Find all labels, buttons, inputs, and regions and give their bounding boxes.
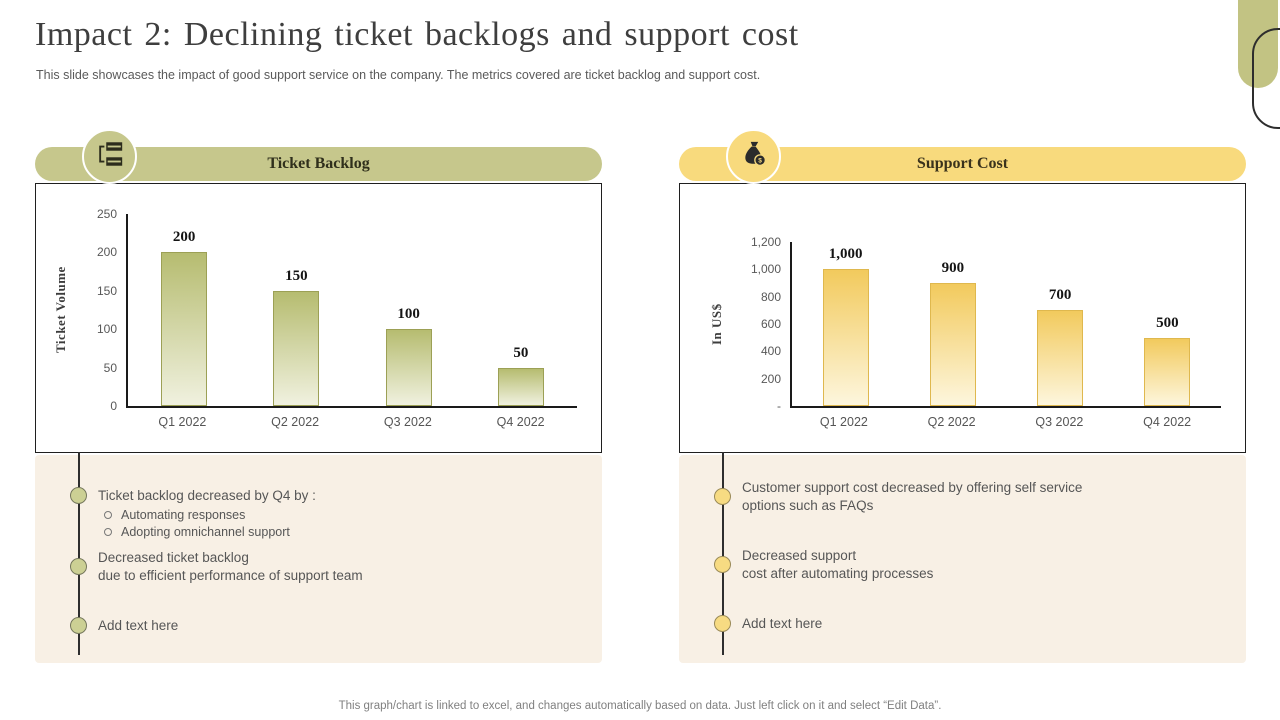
note-text: Decreased support cost after automating p… [742,548,934,581]
x-tick-label: Q3 2022 [383,415,432,429]
x-tick-label: Q4 2022 [1143,415,1192,429]
add-text-placeholder[interactable]: Add text here [70,617,582,635]
note-item: Decreased ticket backlog due to efficient… [70,549,582,585]
note-text: Decreased ticket backlog due to efficient… [98,550,363,583]
sub-bullet-marker [104,511,112,519]
support-cost-chart[interactable]: In US$ 1,200 1,000 800 600 400 200 - 1,000 900 7… [679,183,1246,453]
bar [385,329,432,406]
ticket-backlog-icon-circle [82,129,137,184]
y-tick-label: 150 [96,283,117,298]
ticket-backlog-section: Ticket Backlog Ticket Volume 250 200 150 10… [35,129,602,689]
x-tick-label: Q3 2022 [1035,415,1084,429]
bar [273,290,320,406]
bar [497,367,544,406]
bar-group: 500 [1114,242,1221,406]
support-cost-header-label: Support Cost [916,155,1009,172]
bar-group: 150 [240,214,352,406]
note-text: Add text here [742,616,823,631]
bar [1144,337,1191,406]
y-axis-label: In US$ [709,303,724,345]
x-tick-label: Q4 2022 [496,415,545,429]
support-cost-icon-circle: $ [726,129,781,184]
note-text: Ticket backlog decreased by Q4 by : [98,488,316,503]
bar-group: 1,000 [792,242,899,406]
bar-group: 200 [128,214,240,406]
bar-group: 50 [465,214,577,406]
timeline-line [722,452,724,655]
y-axis-label: Ticket Volume [53,266,68,354]
add-text-placeholder[interactable]: Add text here [714,615,1226,633]
note-text: Add text here [98,618,179,633]
sub-bullet-marker [104,528,112,536]
y-tick-label: 400 [760,344,781,359]
x-tick-label: Q1 2022 [819,415,868,429]
note-item: Customer support cost decreased by offer… [714,479,1226,515]
x-tick-label: Q1 2022 [158,415,207,429]
y-tick-label: 250 [96,207,117,221]
excel-link-footnote: This graph/chart is linked to excel, and… [338,700,942,712]
bar [1037,310,1084,406]
corner-outline-shape [1252,28,1280,129]
ticket-backlog-chart[interactable]: Ticket Volume 250 200 150 100 50 0 200 150 100 5… [35,183,602,453]
bullet-dot [714,556,731,573]
bullet-dot [70,617,87,634]
plot-area: 200 150 100 50 [126,214,577,408]
bar-value-label: 900 [941,260,965,276]
bar-value-label: 100 [397,306,420,323]
bar-group: 100 [353,214,465,406]
bullet-dot [70,558,87,575]
bar [822,269,869,406]
ticket-backlog-header-label: Ticket Backlog [267,155,370,172]
y-axis-ticks: 250 200 150 100 50 0 [72,207,126,413]
page-subtitle: This slide showcases the impact of good … [36,68,761,82]
y-tick-label: 200 [96,245,117,260]
bullet-dot [714,615,731,632]
ticket-backlog-notes-panel: Ticket backlog decreased by Q4 by : Autom… [35,452,602,663]
bullet-dot [714,488,731,505]
x-tick-label: Q2 2022 [927,415,976,429]
svg-text:$: $ [758,157,762,164]
bar-group: 700 [1007,242,1114,406]
note-item: Ticket backlog decreased by Q4 by : Autom… [70,487,582,539]
bar-value-label: 700 [1048,287,1072,304]
bar-value-label: 50 [513,344,529,361]
y-tick-label: 50 [103,360,117,375]
y-tick-label: 800 [760,289,781,304]
bar-value-label: 500 [1156,314,1179,331]
support-cost-notes-panel: Customer support cost decreased by offer… [679,452,1246,663]
plot-area: 1,000 900 700 500 [790,242,1221,408]
x-axis-labels: Q1 2022 Q2 2022 Q3 2022 Q4 2022 [126,415,577,429]
money-bag-icon: $ [739,139,769,174]
y-tick-label: 600 [760,317,781,331]
sub-bullet-item: Adopting omnichannel support [104,525,316,539]
y-axis-ticks: 1,200 1,000 800 600 400 200 - [728,235,790,413]
sub-bullet-item: Automating responses [104,508,316,522]
note-text: Customer support cost decreased by offer… [742,480,1083,513]
page-title: Impact 2: Declining ticket backlogs and … [35,16,799,53]
bar-group: 900 [899,242,1006,406]
timeline-line [78,452,80,655]
bullet-dot [70,487,87,504]
y-tick-label: 0 [110,399,117,413]
y-tick-label: 100 [96,322,117,337]
y-tick-label: 200 [760,371,781,386]
bar [929,283,976,406]
y-tick-label: 1,200 [750,235,781,249]
bar-value-label: 200 [172,229,196,246]
x-tick-label: Q2 2022 [271,415,320,429]
note-item: Decreased support cost after automating p… [714,547,1226,583]
bar-value-label: 1,000 [828,246,863,263]
bar-value-label: 150 [285,267,308,284]
bar [161,252,208,406]
y-tick-label: - [777,399,781,413]
support-cost-section: $ Support Cost In US$ 1,200 1,000 800 600 40… [679,129,1246,689]
x-axis-labels: Q1 2022 Q2 2022 Q3 2022 Q4 2022 [790,415,1221,429]
y-tick-label: 1,000 [750,262,781,277]
clipboard-list-icon [95,139,125,174]
